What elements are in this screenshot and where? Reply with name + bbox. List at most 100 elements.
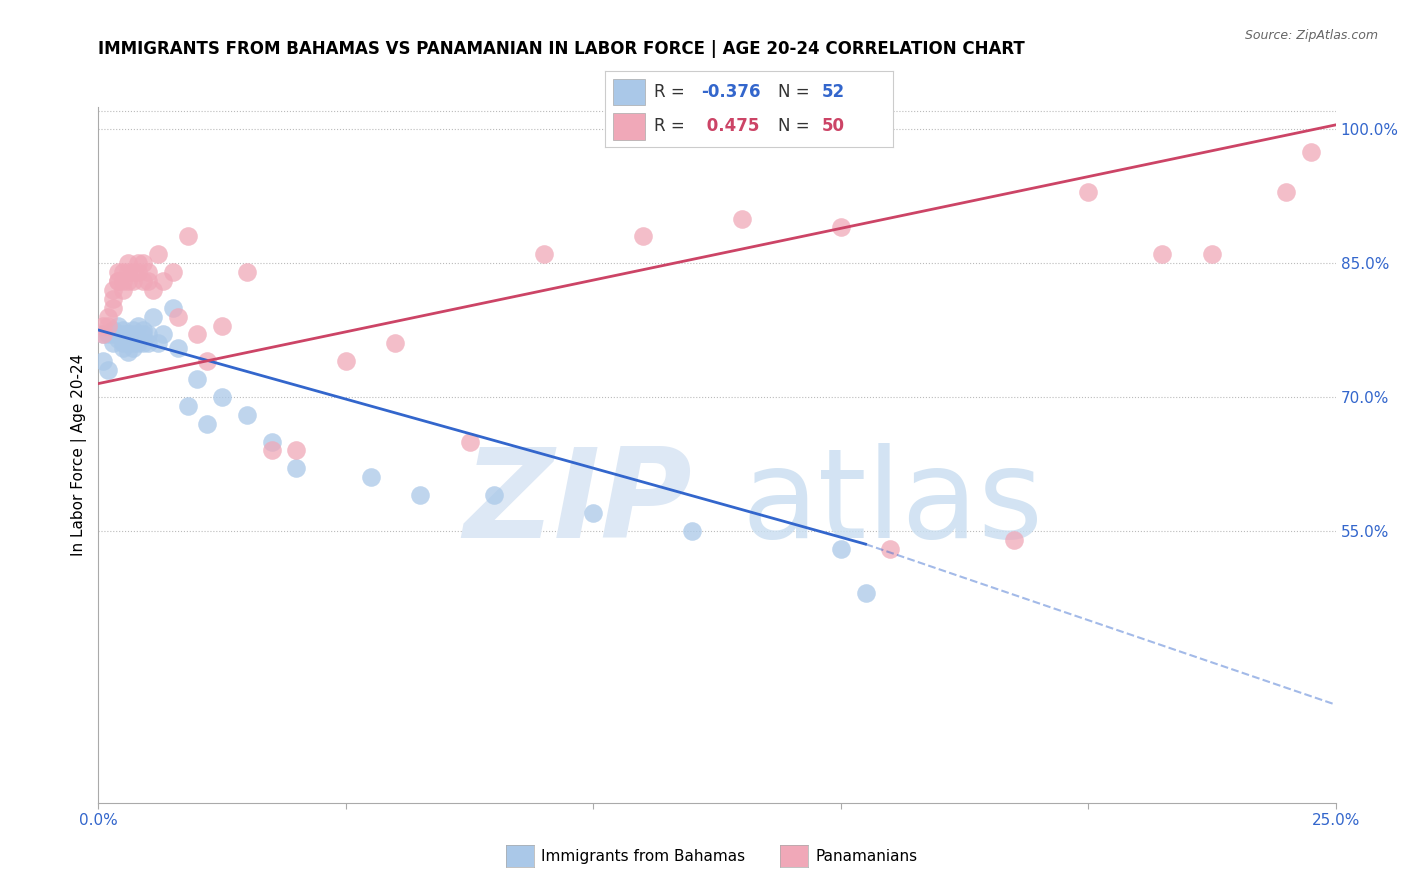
Point <box>132 256 155 270</box>
Point <box>484 488 506 502</box>
Point <box>260 443 283 458</box>
Point <box>112 341 135 355</box>
Point <box>1201 247 1223 261</box>
Text: IMMIGRANTS FROM BAHAMAS VS PANAMANIAN IN LABOR FORCE | AGE 20-24 CORRELATION CHA: IMMIGRANTS FROM BAHAMAS VS PANAMANIAN IN… <box>98 40 1025 58</box>
Point <box>384 336 406 351</box>
Point <box>582 506 605 520</box>
Point <box>103 283 125 297</box>
Text: ZIP: ZIP <box>464 443 692 564</box>
Text: -0.376: -0.376 <box>702 83 761 101</box>
Point <box>103 323 125 337</box>
Point <box>122 336 145 351</box>
Text: 0.475: 0.475 <box>702 118 759 136</box>
Point <box>112 274 135 288</box>
Point <box>97 310 120 324</box>
Point <box>97 318 120 333</box>
Point <box>103 336 125 351</box>
Point <box>127 256 149 270</box>
Point <box>112 332 135 346</box>
Point <box>1077 185 1099 199</box>
Point <box>855 586 877 600</box>
Point <box>103 301 125 315</box>
Point <box>107 332 129 346</box>
Point <box>127 265 149 279</box>
Text: Panamanians: Panamanians <box>815 849 918 863</box>
Point <box>107 327 129 342</box>
Point <box>122 265 145 279</box>
Point <box>117 256 139 270</box>
Point <box>117 327 139 342</box>
Point <box>146 247 169 261</box>
Point <box>107 318 129 333</box>
Point <box>93 327 115 342</box>
Point <box>166 310 188 324</box>
Bar <box>613 79 645 105</box>
Point <box>107 274 129 288</box>
Point <box>117 274 139 288</box>
Point <box>176 229 198 244</box>
Point <box>152 274 174 288</box>
Point <box>285 461 308 475</box>
Point <box>112 265 135 279</box>
Point <box>132 323 155 337</box>
Point <box>97 363 120 377</box>
Text: R =: R = <box>654 83 689 101</box>
Point <box>93 327 115 342</box>
Point <box>162 301 184 315</box>
Point <box>127 332 149 346</box>
Point <box>112 327 135 342</box>
Point <box>136 265 159 279</box>
Point <box>1275 185 1298 199</box>
Text: N =: N = <box>778 118 814 136</box>
Point <box>631 229 654 244</box>
Point <box>236 265 259 279</box>
Point <box>97 327 120 342</box>
Point <box>107 274 129 288</box>
Point <box>830 541 852 556</box>
Point <box>176 399 198 413</box>
Point <box>335 354 357 368</box>
Point <box>1299 145 1322 159</box>
Point <box>409 488 432 502</box>
Point <box>195 417 218 431</box>
Point <box>132 274 155 288</box>
Point <box>93 354 115 368</box>
Point <box>166 341 188 355</box>
Point <box>146 336 169 351</box>
Point <box>103 292 125 306</box>
Point <box>1152 247 1174 261</box>
Point <box>93 318 115 333</box>
Point <box>122 341 145 355</box>
Point <box>117 345 139 359</box>
Point <box>136 274 159 288</box>
Point <box>285 443 308 458</box>
Point <box>186 372 208 386</box>
Point <box>107 327 129 342</box>
Point <box>162 265 184 279</box>
Point <box>211 318 233 333</box>
Point <box>112 283 135 297</box>
Point <box>1002 533 1025 547</box>
Text: atlas: atlas <box>742 443 1043 564</box>
Point <box>533 247 555 261</box>
Bar <box>613 113 645 140</box>
Point <box>458 434 481 449</box>
Point <box>103 327 125 342</box>
Point <box>142 310 165 324</box>
Point <box>142 283 165 297</box>
Point <box>112 323 135 337</box>
Point <box>132 336 155 351</box>
Point <box>107 265 129 279</box>
Point <box>122 274 145 288</box>
Point <box>117 327 139 342</box>
Point <box>260 434 283 449</box>
Point <box>236 408 259 422</box>
Text: N =: N = <box>778 83 814 101</box>
Point <box>122 327 145 342</box>
Point <box>731 211 754 226</box>
Point <box>360 470 382 484</box>
Point <box>132 327 155 342</box>
Point <box>830 220 852 235</box>
Point <box>127 336 149 351</box>
Point <box>186 327 208 342</box>
